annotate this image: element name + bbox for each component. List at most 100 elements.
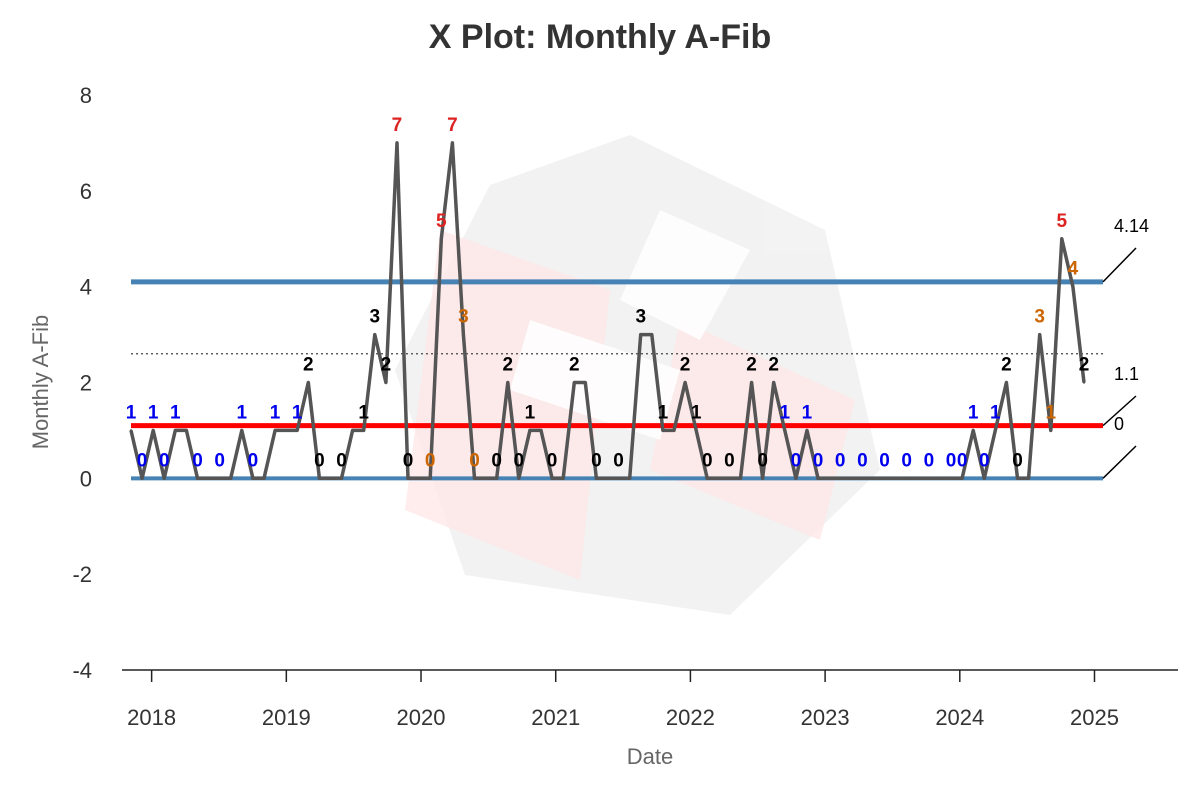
data-point	[351, 429, 354, 432]
point-label: 0	[591, 450, 602, 471]
point-label: 0	[924, 450, 935, 471]
data-point	[960, 477, 964, 480]
point-label: 5	[436, 211, 447, 232]
data-point	[140, 477, 144, 480]
point-label: 0	[791, 450, 802, 471]
point-label: 2	[569, 355, 580, 376]
data-point	[772, 381, 775, 384]
data-point	[639, 333, 642, 336]
data-point	[406, 477, 410, 480]
data-point	[949, 477, 953, 480]
point-label: 1	[126, 402, 137, 423]
data-point	[717, 477, 720, 480]
data-point	[694, 429, 698, 432]
point-label: 0	[724, 450, 735, 471]
data-point	[1038, 333, 1041, 336]
data-point	[284, 429, 288, 432]
data-point	[318, 477, 321, 480]
y-tick-label: 6	[80, 179, 92, 204]
lower-control-limit-connector	[1102, 445, 1137, 479]
data-point	[573, 381, 576, 384]
point-label: 2	[768, 355, 779, 376]
data-point	[839, 477, 842, 480]
upper-control-limit-connector	[1102, 247, 1137, 283]
data-point	[495, 477, 498, 480]
point-label: 3	[1034, 307, 1045, 328]
x-tick-label: 2018	[127, 705, 176, 730]
y-tick-label: 0	[80, 466, 92, 491]
data-point	[163, 477, 166, 480]
point-label: 4	[1068, 259, 1079, 280]
point-label: 3	[458, 307, 469, 328]
y-axis-ticks: -4 -2 0 2 4 6 8	[72, 83, 92, 683]
data-point	[262, 477, 266, 480]
point-label: 0	[813, 450, 824, 471]
data-point	[706, 477, 709, 480]
x-tick-label: 2023	[801, 705, 850, 730]
point-label: 1	[1045, 402, 1056, 423]
point-label: 1	[990, 402, 1001, 423]
data-point	[994, 429, 997, 432]
data-point	[683, 381, 687, 384]
point-label: 0	[835, 450, 846, 471]
data-point	[251, 477, 255, 480]
point-label: 7	[447, 115, 458, 136]
data-point	[1005, 381, 1008, 384]
point-label: 1	[358, 402, 369, 423]
point-label: 0	[469, 450, 480, 471]
point-label: 0	[613, 450, 624, 471]
data-point	[805, 429, 809, 432]
point-label: 1	[968, 402, 979, 423]
data-point	[240, 429, 244, 432]
data-point	[174, 429, 177, 432]
control-limits: 4.14 1.1 0	[131, 216, 1149, 481]
data-point	[417, 477, 421, 480]
point-label: 0	[757, 450, 768, 471]
point-label: 0	[957, 450, 968, 471]
y-tick-label: 8	[80, 83, 92, 108]
x-tick-label: 2025	[1070, 705, 1119, 730]
x-axis-label: Date	[627, 744, 673, 769]
point-label: 0	[403, 450, 414, 471]
data-point	[517, 477, 521, 480]
data-point	[661, 429, 665, 432]
data-point	[916, 477, 919, 480]
data-point	[794, 477, 798, 480]
x-tick-label: 2022	[666, 705, 715, 730]
data-point	[539, 429, 543, 432]
data-point	[827, 477, 831, 480]
data-point	[185, 429, 188, 432]
data-point	[750, 381, 753, 384]
point-label: 0	[979, 450, 990, 471]
data-point	[1082, 381, 1086, 384]
point-label: 0	[137, 450, 148, 471]
data-point	[451, 141, 454, 145]
point-label: 1	[237, 402, 248, 423]
point-label: 2	[1001, 355, 1012, 376]
data-point	[739, 477, 742, 480]
lower-control-limit-label: 0	[1114, 414, 1124, 434]
data-point	[606, 477, 609, 480]
point-label: 0	[336, 450, 347, 471]
data-point	[229, 477, 232, 480]
data-point	[861, 477, 864, 480]
data-point	[296, 429, 299, 432]
point-label: 1	[148, 402, 159, 423]
x-tick-label: 2019	[262, 705, 311, 730]
point-label: 1	[170, 402, 181, 423]
point-label: 0	[248, 450, 259, 471]
data-point	[1016, 477, 1019, 480]
x-axis-ticks: 2018 2019 2020 2021 2022 2023 2024 2025	[127, 670, 1119, 730]
y-axis-label: Monthly A-Fib	[28, 315, 53, 450]
data-point	[905, 477, 908, 480]
data-point	[151, 429, 155, 432]
point-label: 0	[547, 450, 558, 471]
data-point	[872, 477, 875, 480]
point-label: 0	[879, 450, 890, 471]
point-label: 1	[292, 402, 303, 423]
chart-title: X Plot: Monthly A-Fib	[429, 18, 771, 56]
point-label: 5	[1057, 211, 1068, 232]
data-point	[528, 429, 532, 432]
x-tick-label: 2021	[531, 705, 580, 730]
